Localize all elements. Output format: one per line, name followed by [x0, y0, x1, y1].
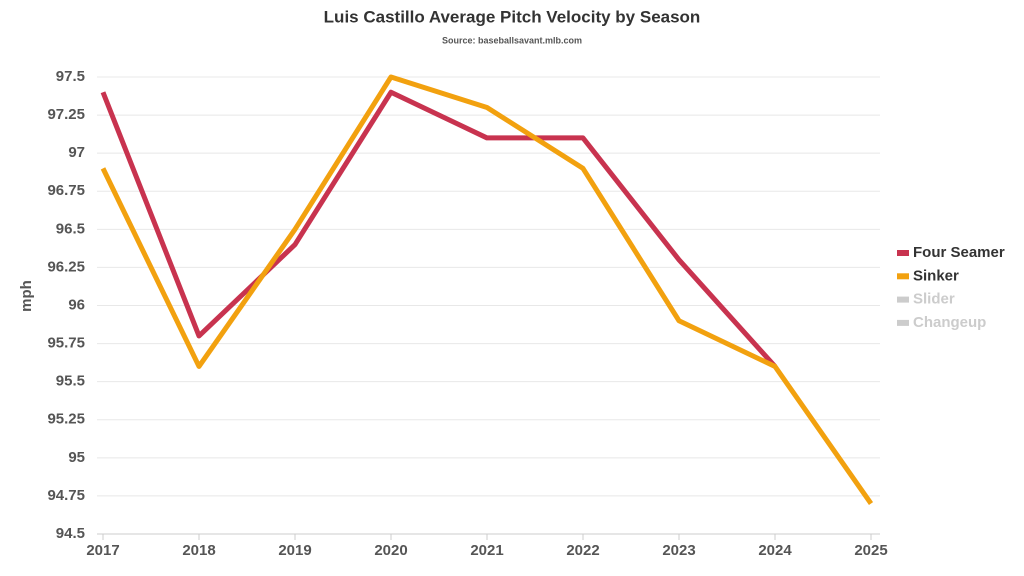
- y-axis-label: mph: [18, 280, 35, 312]
- x-tick-label: 2022: [566, 542, 599, 559]
- y-tick-label: 97.25: [47, 106, 85, 123]
- x-tick-label: 2025: [854, 542, 887, 559]
- y-tick-label: 96: [68, 296, 85, 313]
- series-line: [100, 74, 874, 505]
- y-tick-label: 95.25: [47, 411, 85, 428]
- y-tick-label: 97: [68, 144, 85, 161]
- chart-subtitle: Source: baseballsavant.mlb.com: [442, 35, 582, 45]
- y-tick-label: 95: [68, 449, 85, 466]
- x-tick-label: 2020: [374, 542, 407, 559]
- x-tick-label: 2021: [470, 542, 503, 559]
- y-tick-label: 95.5: [56, 373, 85, 390]
- x-tick-label: 2018: [182, 542, 215, 559]
- legend-label: Changeup: [913, 314, 986, 331]
- legend-label: Four Seamer: [913, 244, 1005, 261]
- x-tick-label: 2017: [86, 542, 119, 559]
- legend-swatch: [897, 250, 909, 256]
- legend-swatch: [897, 319, 909, 326]
- y-tick-label: 95.75: [47, 335, 85, 352]
- legend-swatch: [897, 273, 909, 280]
- x-tick-label: 2024: [758, 542, 792, 559]
- series-line: [100, 89, 777, 369]
- legend-swatch: [897, 296, 909, 303]
- y-tick-label: 96.25: [47, 258, 85, 275]
- legend-label: Sinker: [913, 267, 959, 284]
- chart-title: Luis Castillo Average Pitch Velocity by …: [324, 7, 701, 26]
- y-tick-label: 96.5: [56, 220, 85, 237]
- y-tick-label: 97.5: [56, 68, 85, 85]
- x-tick-label: 2019: [278, 542, 311, 559]
- legend-label: Slider: [913, 291, 955, 308]
- y-tick-label: 94.5: [56, 525, 85, 542]
- y-tick-label: 94.75: [47, 487, 85, 504]
- y-tick-label: 96.75: [47, 182, 85, 199]
- x-tick-label: 2023: [662, 542, 695, 559]
